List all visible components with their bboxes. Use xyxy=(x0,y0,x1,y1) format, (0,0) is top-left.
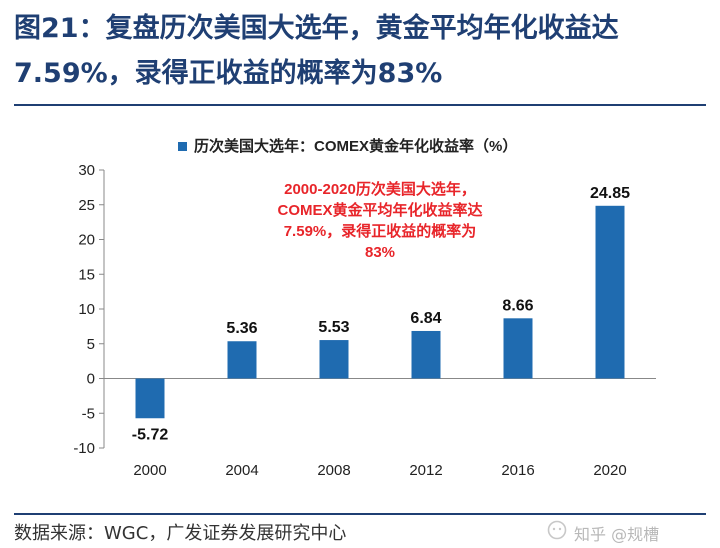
figure-title-line-2: 7.59%，录得正收益的概率为83% xyxy=(14,58,443,89)
zhihu-logo-icon xyxy=(547,520,567,540)
watermark-text: 知乎 @规槽 xyxy=(574,525,660,544)
x-tick-label: 2000 xyxy=(133,462,166,479)
bar xyxy=(227,341,257,379)
data-label: 5.36 xyxy=(226,320,257,337)
y-tick-label: 5 xyxy=(87,336,95,353)
annotation-line: COMEX黄金平均年化收益率达 xyxy=(277,201,482,219)
data-label: 5.53 xyxy=(318,319,349,336)
annotation-line: 7.59%，录得正收益的概率为 xyxy=(284,222,477,240)
source-note: 数据来源：WGC，广发证券发展研究中心 xyxy=(14,523,347,544)
y-tick-label: 15 xyxy=(78,266,95,283)
x-tick-label: 2016 xyxy=(501,462,534,479)
data-label: 6.84 xyxy=(410,310,441,327)
bar xyxy=(319,340,349,379)
y-tick-label: 0 xyxy=(87,371,95,388)
legend-swatch xyxy=(178,142,187,151)
bar xyxy=(135,378,165,419)
x-tick-label: 2020 xyxy=(593,462,626,479)
y-tick-label: -5 xyxy=(82,405,95,422)
y-tick-label: 20 xyxy=(78,232,95,249)
bar-chart: 历次美国大选年：COMEX黄金年化收益率（%） -10 -5 0 5 10 15 20 25 30… xyxy=(73,137,656,479)
top-rule xyxy=(14,104,706,106)
bar xyxy=(595,205,625,379)
y-tick-label: -10 xyxy=(73,440,95,457)
annotation-line: 2000-2020历次美国大选年， xyxy=(284,180,476,198)
data-label: 24.85 xyxy=(590,185,630,202)
y-tick-label: 10 xyxy=(78,301,95,318)
data-label: 8.66 xyxy=(502,297,533,314)
y-tick-label: 25 xyxy=(78,197,95,214)
data-label: -5.72 xyxy=(132,426,169,443)
x-tick-label: 2008 xyxy=(317,462,350,479)
y-tick-label: 30 xyxy=(78,162,95,179)
bottom-rule xyxy=(14,513,706,515)
legend-label: 历次美国大选年：COMEX黄金年化收益率（%） xyxy=(194,137,517,155)
x-tick-label: 2004 xyxy=(225,462,258,479)
bar xyxy=(503,318,533,379)
figure-title-line-1: 图21：复盘历次美国大选年，黄金平均年化收益达 xyxy=(14,13,619,44)
annotation-line: 83% xyxy=(365,244,395,261)
x-tick-label: 2012 xyxy=(409,462,442,479)
figure-title: 图21：复盘历次美国大选年，黄金平均年化收益达 7.59%，录得正收益的概率为8… xyxy=(14,6,704,96)
bar xyxy=(411,330,441,379)
